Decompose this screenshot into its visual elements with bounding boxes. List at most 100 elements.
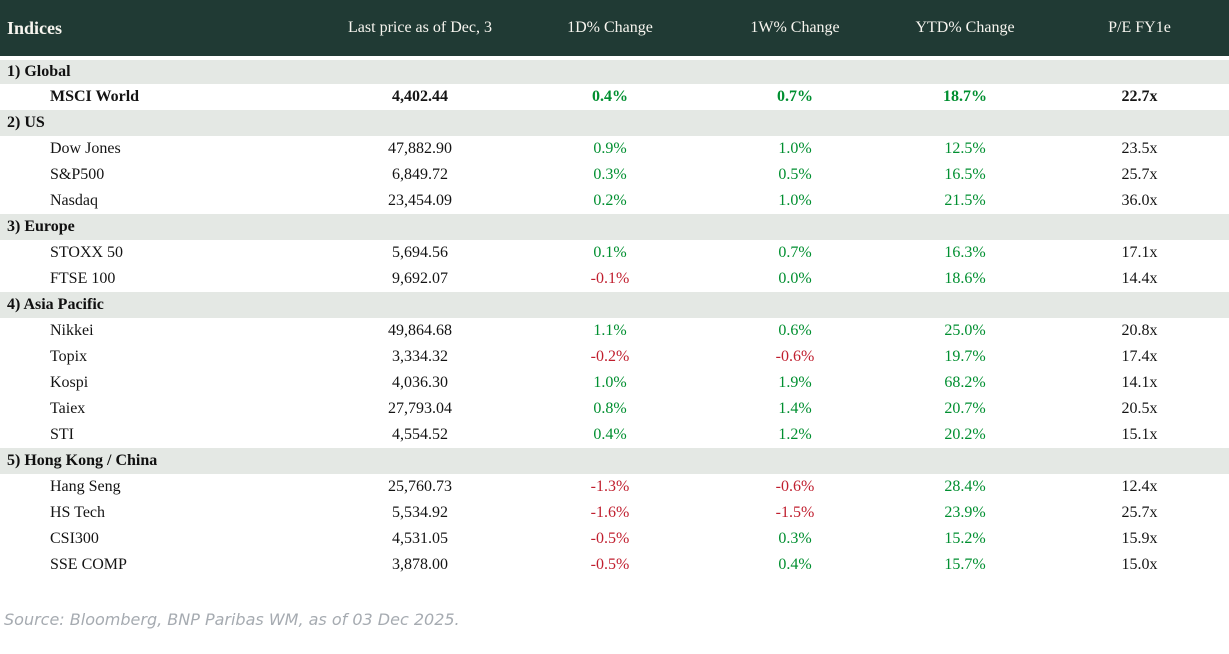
last-price: 9,692.07 [392,270,448,287]
change-1w: 1.0% [778,140,812,157]
index-row: STI 4,554.52 0.4% 1.2% 20.2% 15.1x [0,422,1229,448]
col-header-1w-change: 1W% Change [710,0,880,60]
last-price: 25,760.73 [388,478,452,495]
pe-ratio: 20.8x [1121,322,1158,339]
index-row: Hang Seng 25,760.73 -1.3% -0.6% 28.4% 12.4x [0,474,1229,500]
pe-ratio: 22.7x [1121,88,1158,105]
index-name: S&P500 [50,166,105,183]
section-label: 4) Asia Pacific [0,292,1229,318]
change-ytd: 28.4% [944,478,986,495]
col-header-last-price: Last price as of Dec, 3 [330,0,510,60]
pe-ratio: 25.7x [1121,166,1158,183]
change-1d: 1.1% [593,322,627,339]
col-header-pe-fy1e: P/E FY1e [1050,0,1229,60]
pe-ratio: 25.7x [1121,504,1158,521]
index-name: Kospi [50,374,89,391]
pe-ratio: 14.4x [1121,270,1158,287]
change-ytd: 25.0% [944,322,986,339]
index-name: SSE COMP [50,556,127,573]
index-name: Taiex [50,400,86,417]
section-row: 2) US [0,110,1229,136]
change-1d: -0.2% [590,348,630,365]
index-name: Nikkei [50,322,94,339]
change-1w: 1.4% [778,400,812,417]
last-price: 4,036.30 [392,374,448,391]
change-1w: 0.4% [778,556,812,573]
change-1d: 1.0% [593,374,627,391]
last-price: 5,694.56 [392,244,448,261]
change-1d: -0.5% [590,556,630,573]
index-name: HS Tech [50,504,106,521]
index-name: CSI300 [50,530,99,547]
pe-ratio: 14.1x [1121,374,1158,391]
pe-ratio: 12.4x [1121,478,1158,495]
last-price: 6,849.72 [392,166,448,183]
change-1w: -0.6% [775,348,815,365]
index-name: Dow Jones [50,140,121,157]
pe-ratio: 36.0x [1121,192,1158,209]
change-ytd: 15.2% [944,530,986,547]
index-row: Topix 3,334.32 -0.2% -0.6% 19.7% 17.4x [0,344,1229,370]
col-header-ytd-change: YTD% Change [880,0,1050,60]
last-price: 47,882.90 [388,140,452,157]
index-name: FTSE 100 [50,270,116,287]
change-ytd: 12.5% [944,140,986,157]
index-row: FTSE 100 9,692.07 -0.1% 0.0% 18.6% 14.4x [0,266,1229,292]
change-1d: -1.6% [590,504,630,521]
last-price: 23,454.09 [388,192,452,209]
change-ytd: 19.7% [944,348,986,365]
index-row: CSI300 4,531.05 -0.5% 0.3% 15.2% 15.9x [0,526,1229,552]
change-ytd: 68.2% [944,374,986,391]
change-1d: -0.1% [590,270,630,287]
change-1w: 0.5% [778,166,812,183]
change-1w: 1.0% [778,192,812,209]
pe-ratio: 15.1x [1121,426,1158,443]
last-price: 5,534.92 [392,504,448,521]
index-row: Nasdaq 23,454.09 0.2% 1.0% 21.5% 36.0x [0,188,1229,214]
change-1w: 0.7% [777,88,813,105]
index-row: MSCI World 4,402.44 0.4% 0.7% 18.7% 22.7x [0,84,1229,110]
change-1w: 1.2% [778,426,812,443]
last-price: 4,531.05 [392,530,448,547]
last-price: 3,334.32 [392,348,448,365]
change-ytd: 18.6% [944,270,986,287]
index-row: Dow Jones 47,882.90 0.9% 1.0% 12.5% 23.5x [0,136,1229,162]
change-ytd: 20.7% [944,400,986,417]
index-row: HS Tech 5,534.92 -1.6% -1.5% 23.9% 25.7x [0,500,1229,526]
col-header-indices: Indices [0,0,330,60]
pe-ratio: 15.9x [1121,530,1158,547]
index-name: Topix [50,348,88,365]
last-price: 3,878.00 [392,556,448,573]
section-row: 1) Global [0,58,1229,84]
section-row: 4) Asia Pacific [0,292,1229,318]
change-1d: -1.3% [590,478,630,495]
index-row: Taiex 27,793.04 0.8% 1.4% 20.7% 20.5x [0,396,1229,422]
index-name: STI [50,426,74,443]
col-header-1d-change: 1D% Change [510,0,710,60]
section-label: 2) US [0,110,1229,136]
change-1d: 0.2% [593,192,627,209]
index-row: SSE COMP 3,878.00 -0.5% 0.4% 15.7% 15.0x [0,552,1229,578]
change-ytd: 20.2% [944,426,986,443]
change-1w: -1.5% [775,504,815,521]
pe-ratio: 15.0x [1121,556,1158,573]
index-name: Nasdaq [50,192,98,209]
pe-ratio: 17.4x [1121,348,1158,365]
index-name: STOXX 50 [50,244,124,261]
pe-ratio: 20.5x [1121,400,1158,417]
change-1d: 0.4% [593,426,627,443]
change-ytd: 16.5% [944,166,986,183]
change-ytd: 15.7% [944,556,986,573]
change-ytd: 21.5% [944,192,986,209]
last-price: 4,554.52 [392,426,448,443]
index-row: STOXX 50 5,694.56 0.1% 0.7% 16.3% 17.1x [0,240,1229,266]
last-price: 49,864.68 [388,322,452,339]
source-note: Source: Bloomberg, BNP Paribas WM, as of… [4,610,460,629]
pe-ratio: 23.5x [1121,140,1158,157]
change-1w: 0.3% [778,530,812,547]
index-row: S&P500 6,849.72 0.3% 0.5% 16.5% 25.7x [0,162,1229,188]
pe-ratio: 17.1x [1121,244,1158,261]
change-1d: 0.1% [593,244,627,261]
index-row: Nikkei 49,864.68 1.1% 0.6% 25.0% 20.8x [0,318,1229,344]
index-name: Hang Seng [50,478,121,495]
